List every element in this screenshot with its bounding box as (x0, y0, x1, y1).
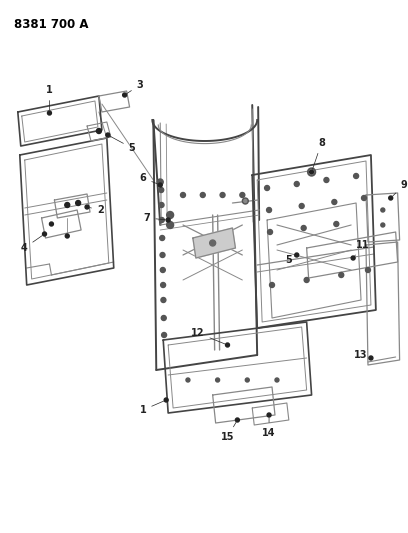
Circle shape (160, 253, 165, 257)
Text: 12: 12 (191, 328, 225, 344)
Circle shape (265, 185, 270, 190)
Text: 3: 3 (127, 80, 143, 93)
Circle shape (268, 230, 273, 235)
Circle shape (96, 128, 102, 133)
Circle shape (216, 378, 220, 382)
Circle shape (270, 282, 275, 287)
Circle shape (304, 278, 309, 282)
Circle shape (244, 199, 247, 203)
Circle shape (366, 268, 370, 272)
Text: 5: 5 (110, 136, 135, 153)
Circle shape (226, 343, 229, 347)
Circle shape (180, 192, 186, 198)
Circle shape (49, 222, 53, 226)
Text: 15: 15 (221, 423, 236, 442)
Circle shape (235, 418, 239, 422)
Circle shape (210, 240, 216, 246)
Circle shape (159, 188, 164, 192)
Circle shape (324, 177, 329, 182)
Circle shape (295, 253, 299, 257)
Text: 4: 4 (21, 236, 42, 253)
Circle shape (220, 192, 225, 198)
Text: 14: 14 (262, 418, 276, 438)
Circle shape (47, 111, 51, 115)
Circle shape (354, 174, 359, 179)
Circle shape (242, 198, 248, 204)
Circle shape (381, 223, 385, 227)
Circle shape (351, 256, 355, 260)
Circle shape (65, 234, 69, 238)
Circle shape (299, 204, 304, 208)
Circle shape (160, 217, 164, 222)
Circle shape (162, 333, 166, 337)
Text: 9: 9 (392, 180, 407, 196)
Circle shape (158, 183, 162, 187)
Polygon shape (193, 228, 235, 258)
Circle shape (332, 199, 337, 205)
Text: 11: 11 (355, 240, 370, 256)
Circle shape (167, 222, 173, 229)
Circle shape (245, 378, 249, 382)
Circle shape (157, 179, 163, 185)
Circle shape (334, 222, 339, 227)
Circle shape (75, 200, 81, 206)
Text: 6: 6 (140, 173, 157, 184)
Circle shape (167, 212, 173, 219)
Circle shape (160, 268, 165, 272)
Circle shape (160, 236, 165, 240)
Circle shape (200, 192, 205, 198)
Circle shape (161, 297, 166, 303)
Circle shape (310, 170, 314, 174)
Text: 1: 1 (140, 401, 164, 415)
Circle shape (339, 272, 344, 278)
Text: 8381 700 A: 8381 700 A (14, 18, 89, 31)
Circle shape (159, 203, 164, 207)
Circle shape (164, 398, 168, 402)
Circle shape (186, 378, 190, 382)
Circle shape (294, 182, 299, 187)
Circle shape (308, 168, 315, 176)
Circle shape (275, 378, 279, 382)
Circle shape (310, 170, 314, 174)
Text: 5: 5 (285, 255, 297, 265)
Circle shape (240, 192, 245, 198)
Text: 8: 8 (313, 138, 325, 169)
Circle shape (161, 282, 166, 287)
Circle shape (85, 205, 89, 209)
Circle shape (161, 316, 166, 320)
Circle shape (65, 203, 70, 207)
Circle shape (361, 196, 366, 200)
Circle shape (381, 208, 385, 212)
Text: 2: 2 (90, 205, 104, 215)
Circle shape (267, 413, 271, 417)
Circle shape (42, 232, 47, 236)
Circle shape (389, 196, 392, 200)
Circle shape (106, 133, 110, 137)
Circle shape (166, 218, 170, 222)
Text: 7: 7 (144, 213, 165, 223)
Circle shape (123, 93, 126, 97)
Text: 13: 13 (354, 350, 371, 360)
Text: 1: 1 (46, 85, 53, 110)
Circle shape (369, 356, 373, 360)
Circle shape (301, 225, 306, 230)
Circle shape (266, 207, 271, 213)
